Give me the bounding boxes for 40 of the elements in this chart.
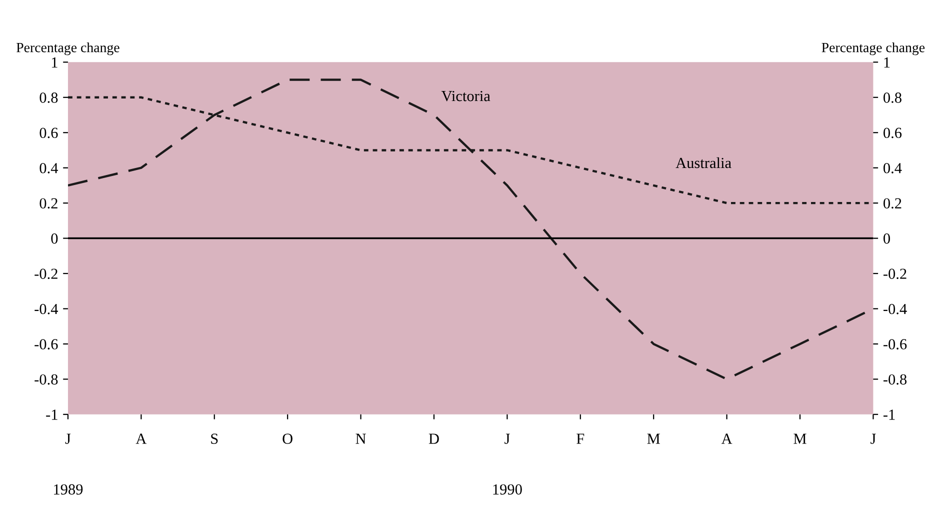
x-tick-label: M (647, 434, 660, 444)
y2-tick-label: 0 (884, 233, 890, 244)
series-label: Australia (676, 157, 732, 168)
x-tick-label: F (576, 434, 584, 444)
y-tick-label: 0 (51, 233, 58, 244)
y-tick-label: 1 (52, 57, 58, 68)
y-tick-label: 0.6 (40, 128, 58, 138)
y2-tick-label: -0.6 (883, 339, 907, 350)
x-tick-label: J (870, 434, 876, 444)
y-tick-label: -0.2 (34, 268, 58, 280)
y2-tick-label: 1 (884, 57, 890, 68)
x-tick-label: J (65, 434, 71, 444)
x-tick-label: O (282, 434, 292, 444)
x-tick-label: M (794, 434, 806, 444)
y2-tick-label: -1 (883, 410, 895, 420)
text: 1989 (54, 484, 83, 495)
x-tick-label: A (721, 434, 732, 444)
y2-tick-label: 0.8 (884, 92, 902, 103)
x-tick-label: J (504, 434, 510, 444)
y2-tick-label: 0.4 (884, 162, 902, 174)
y2-tick-label: 0.6 (884, 128, 902, 138)
y2-tick-label: -0.8 (883, 374, 907, 385)
y-tick-label: 0.4 (40, 162, 58, 174)
y2-axis-title: Percentage change (822, 42, 925, 56)
y-tick-label: 0.2 (40, 198, 58, 209)
x-tick-label: S (211, 434, 218, 444)
x-tick-label: N (356, 434, 366, 444)
text: 1990 (493, 484, 522, 495)
y2-tick-label: 0.2 (884, 198, 902, 209)
y-axis-title: Percentage change (16, 42, 120, 56)
y-tick-label: -1 (46, 410, 58, 420)
y-tick-label: -0.4 (34, 304, 58, 314)
y2-tick-label: -0.2 (883, 268, 906, 280)
y2-tick-label: -0.4 (883, 304, 907, 314)
x-tick-label: A (136, 434, 147, 444)
series-label: Victoria (441, 90, 490, 102)
x-tick-label: D (428, 434, 439, 444)
y-tick-label: -0.8 (34, 374, 58, 385)
y-tick-label: -0.6 (34, 339, 58, 350)
y-tick-label: 0.8 (40, 92, 58, 103)
